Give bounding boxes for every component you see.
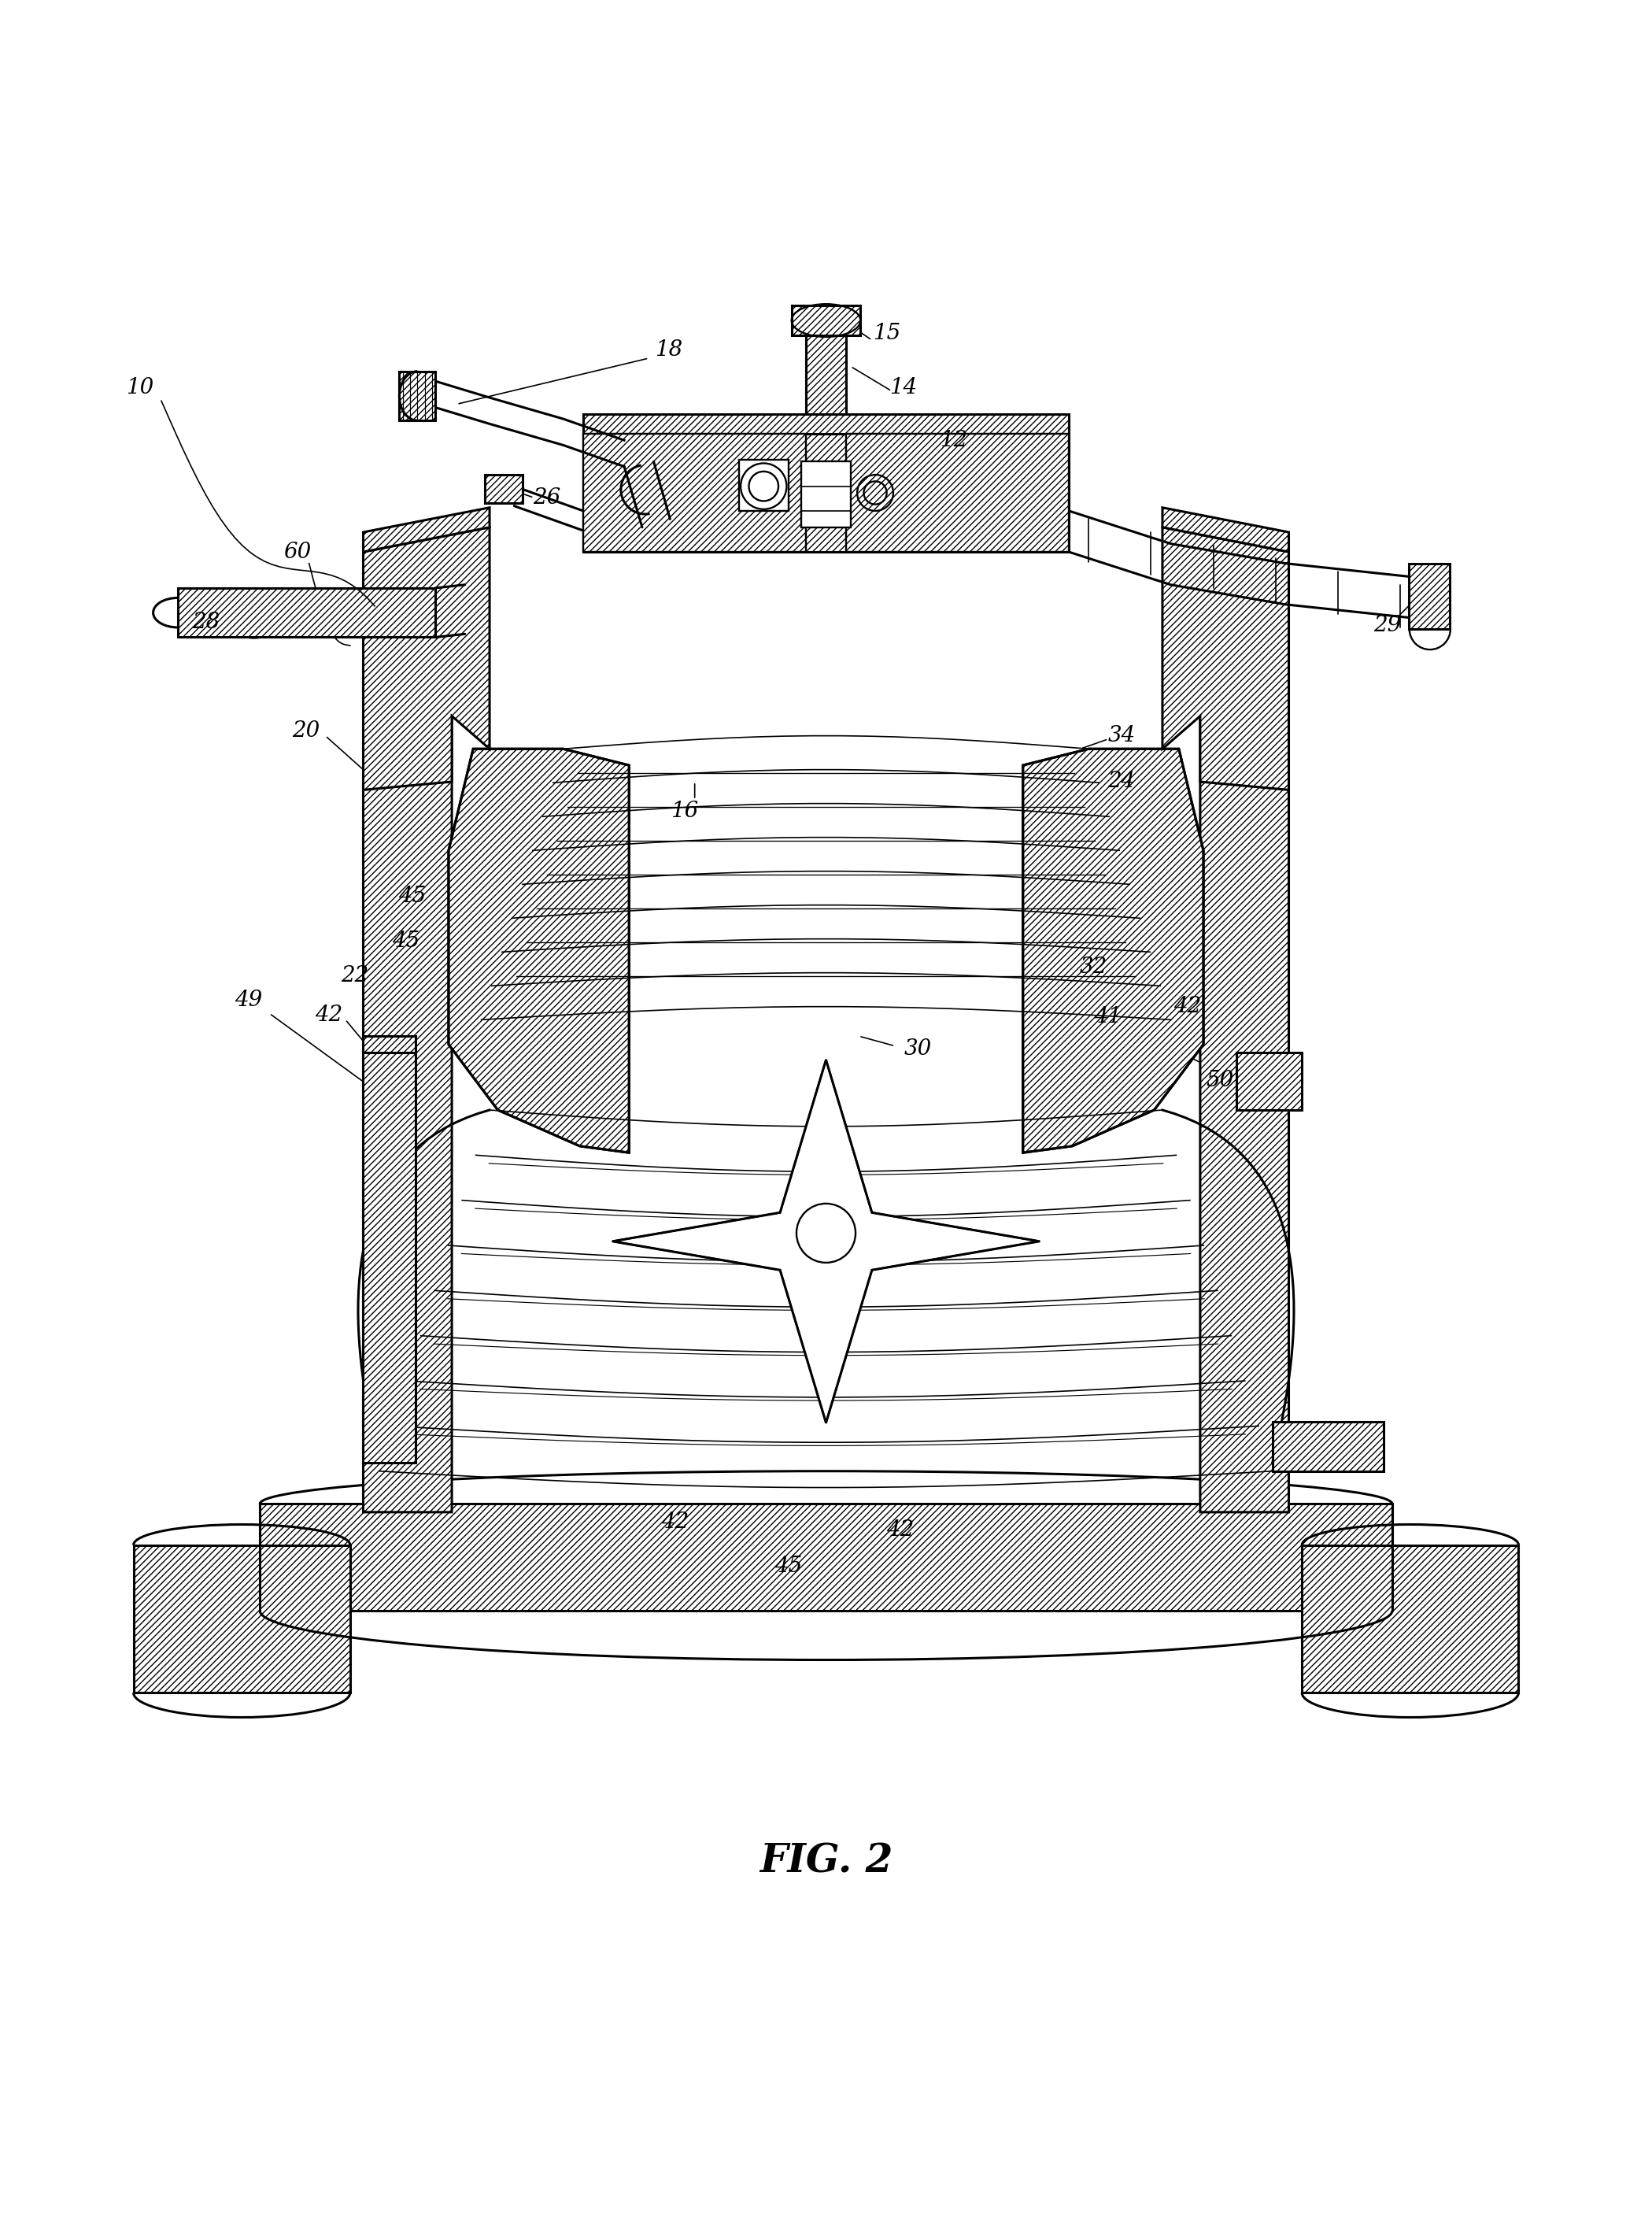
- Polygon shape: [484, 475, 522, 502]
- Text: 34: 34: [1107, 726, 1135, 746]
- Polygon shape: [1302, 1545, 1518, 1692]
- Polygon shape: [1409, 564, 1449, 628]
- Polygon shape: [363, 1052, 416, 1463]
- Polygon shape: [583, 433, 806, 553]
- Text: 41: 41: [1094, 1006, 1122, 1028]
- Circle shape: [796, 1203, 856, 1263]
- Polygon shape: [178, 588, 436, 637]
- Text: 42: 42: [661, 1512, 689, 1532]
- Polygon shape: [801, 462, 851, 528]
- Text: 16: 16: [671, 801, 699, 821]
- Polygon shape: [1163, 508, 1289, 553]
- Polygon shape: [1023, 748, 1203, 1152]
- Text: 42: 42: [1173, 997, 1201, 1017]
- Text: 32: 32: [1080, 957, 1107, 977]
- Text: 30: 30: [904, 1039, 932, 1059]
- Text: 14: 14: [889, 377, 917, 397]
- Polygon shape: [1199, 708, 1289, 1512]
- Polygon shape: [738, 460, 788, 511]
- Text: 42: 42: [885, 1518, 914, 1541]
- Text: 60: 60: [284, 542, 312, 562]
- Text: 45: 45: [392, 930, 420, 952]
- Polygon shape: [583, 433, 1069, 553]
- Text: FIG. 2: FIG. 2: [760, 1843, 892, 1880]
- Polygon shape: [363, 708, 453, 1512]
- Text: 24: 24: [1107, 770, 1135, 793]
- Polygon shape: [583, 413, 1069, 433]
- Text: 50: 50: [1206, 1070, 1234, 1090]
- Polygon shape: [1163, 528, 1289, 790]
- Text: 49: 49: [235, 990, 263, 1010]
- Text: 22: 22: [342, 966, 368, 986]
- Polygon shape: [259, 1503, 1393, 1612]
- Polygon shape: [613, 1059, 1039, 1423]
- Polygon shape: [791, 306, 861, 335]
- Text: 18: 18: [654, 340, 682, 360]
- Polygon shape: [846, 433, 1069, 553]
- Text: 12: 12: [940, 431, 968, 451]
- Polygon shape: [363, 528, 489, 790]
- Text: 28: 28: [192, 613, 220, 633]
- Text: 42: 42: [316, 1003, 342, 1026]
- Text: 26: 26: [534, 486, 562, 508]
- Text: 45: 45: [398, 886, 426, 908]
- Polygon shape: [1236, 1052, 1302, 1110]
- Polygon shape: [1272, 1421, 1384, 1472]
- Text: 10: 10: [126, 377, 154, 397]
- Polygon shape: [400, 371, 436, 420]
- Text: 29: 29: [1373, 615, 1401, 637]
- Text: 15: 15: [872, 322, 900, 344]
- Polygon shape: [134, 1545, 350, 1692]
- Polygon shape: [806, 335, 846, 413]
- Text: 45: 45: [775, 1556, 803, 1576]
- Polygon shape: [363, 508, 489, 553]
- Polygon shape: [363, 1037, 416, 1052]
- Text: 20: 20: [292, 719, 319, 741]
- Polygon shape: [449, 748, 629, 1152]
